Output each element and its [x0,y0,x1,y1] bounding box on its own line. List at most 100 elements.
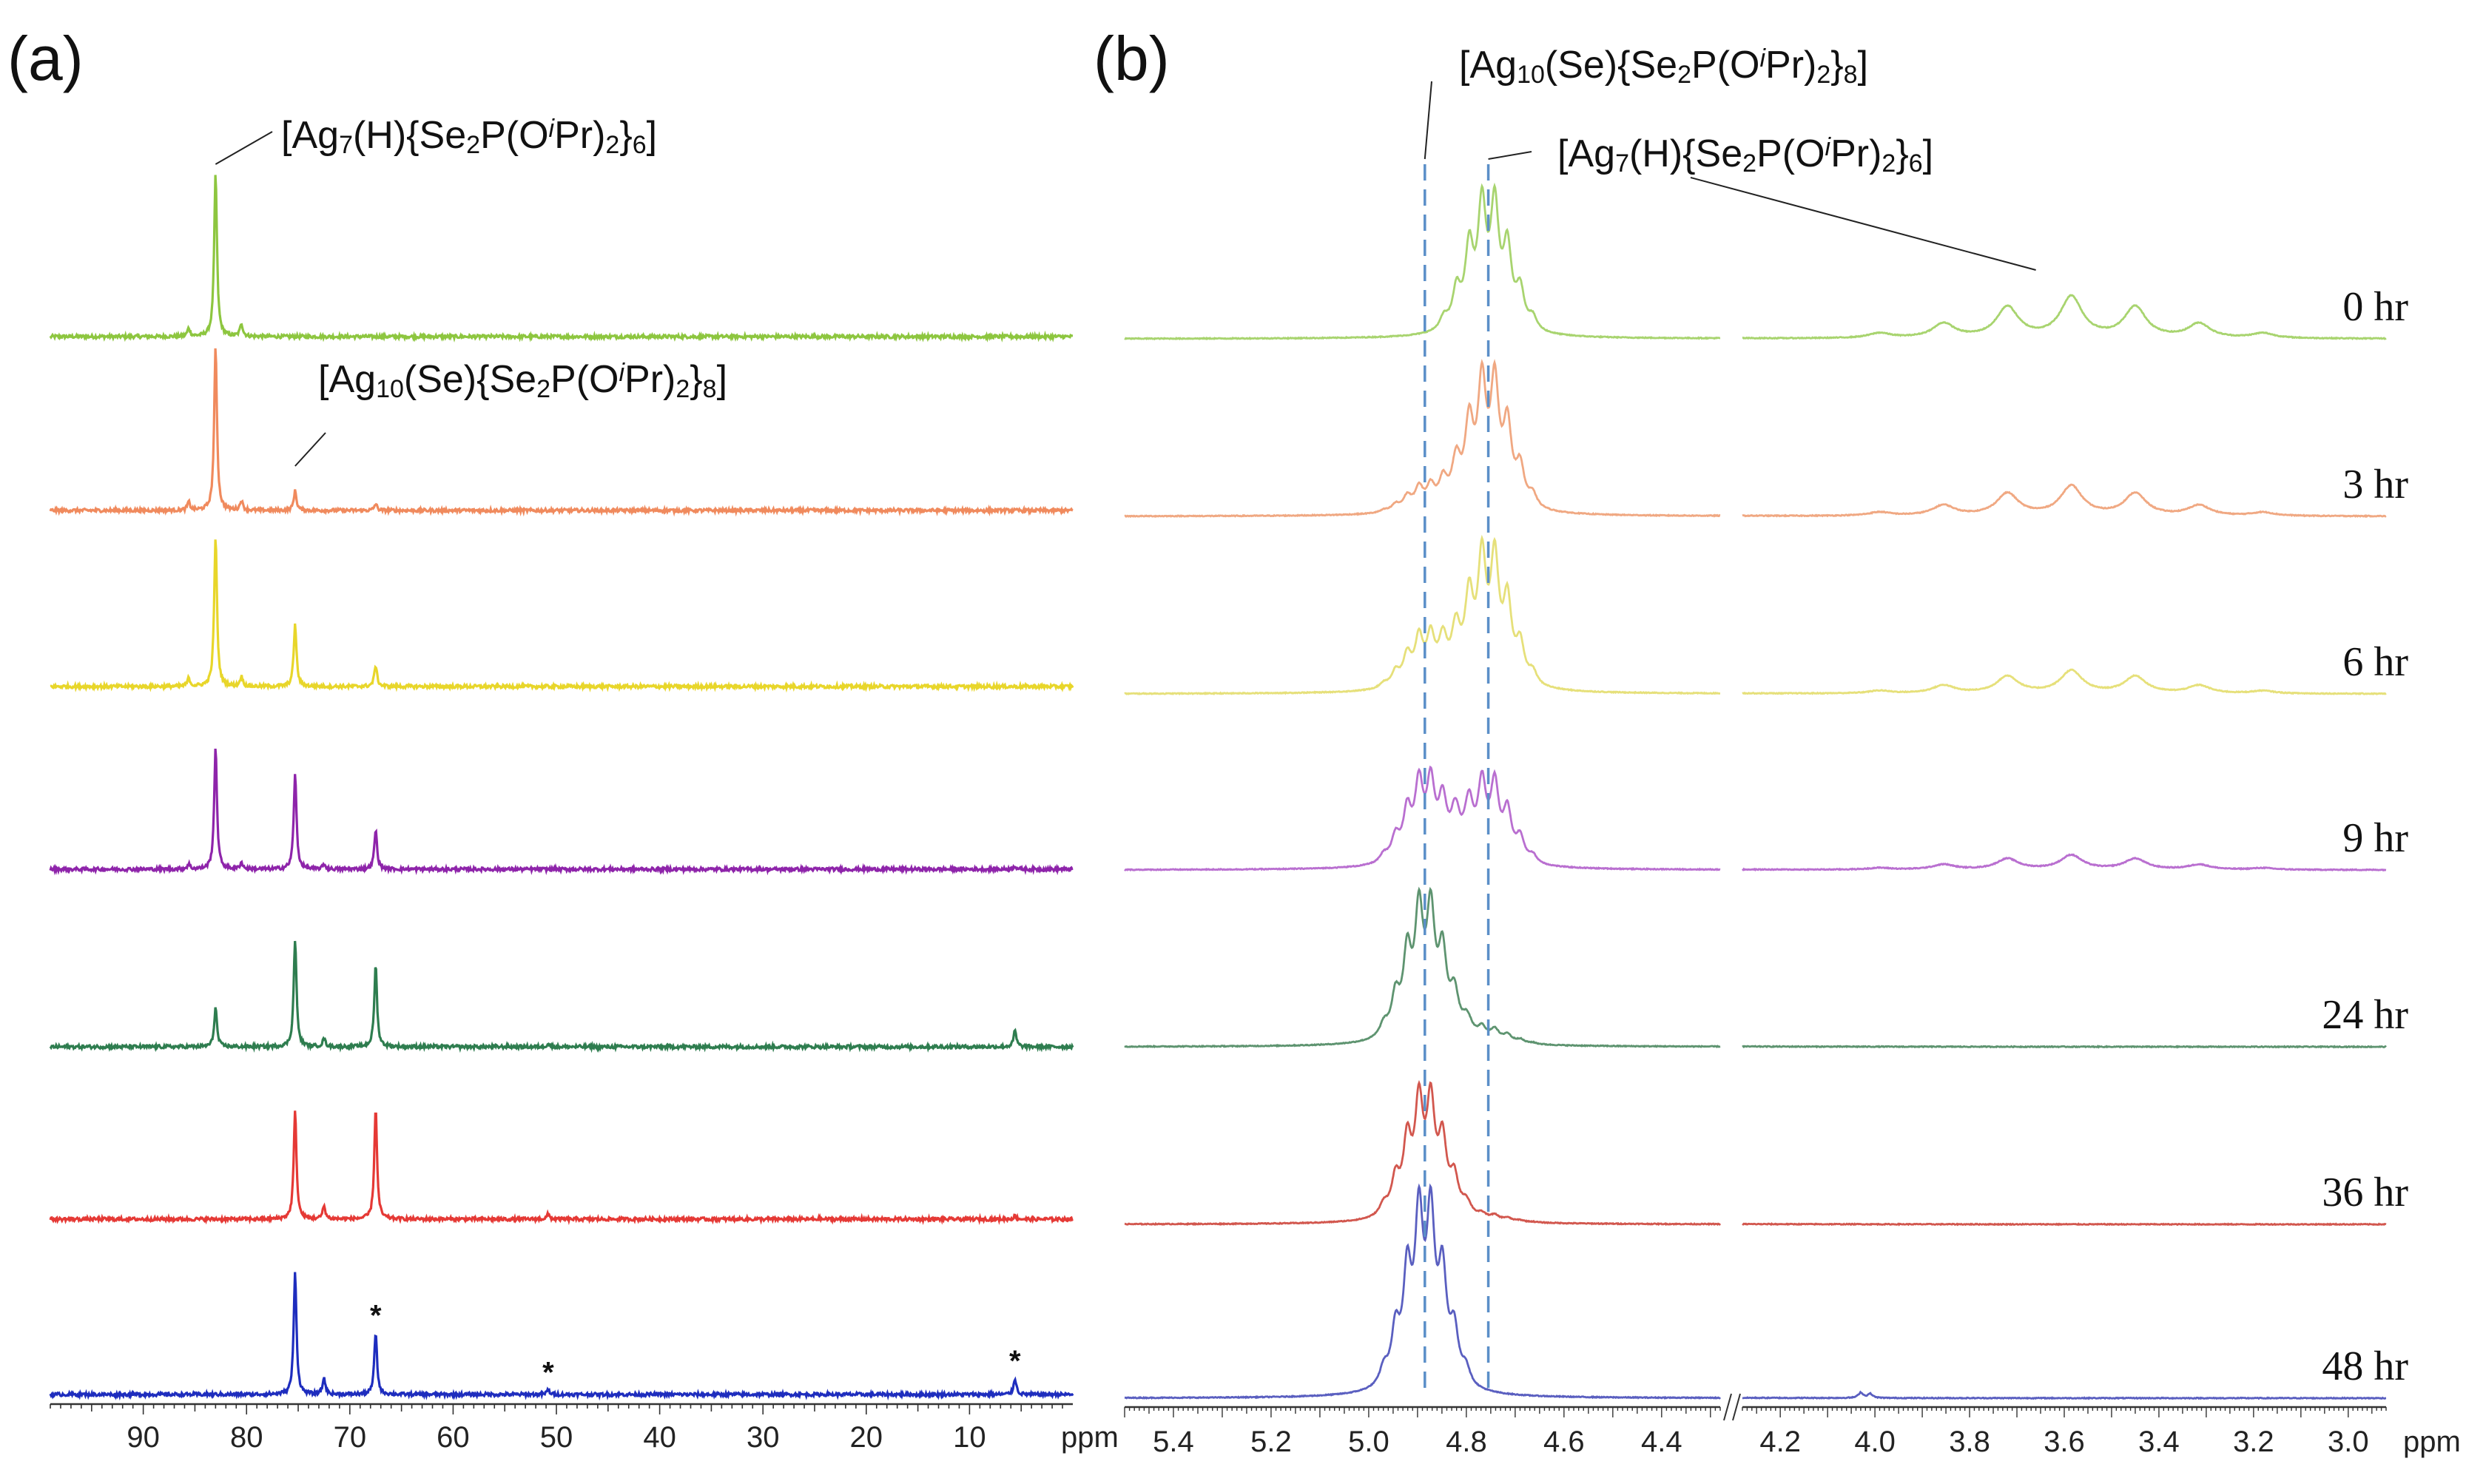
x-tick-label-b: 4.0 [1854,1426,1896,1458]
annotation-ag10-b-part: 2 [1677,61,1691,89]
x-tick-label-b: 3.2 [2233,1426,2274,1458]
annotation-ag7-b-part: ] [1923,132,1933,175]
spectrum-b-9-hr-seg2 [1742,853,2387,872]
annotation-ag10-b-part: ] [1858,44,1868,87]
leader-line-ag7-a [215,131,273,165]
x-tick-label-b: 4.4 [1641,1426,1682,1458]
annotation-ag7-a: [Ag7(H){Se2P(OiPr)2}6] [281,114,657,159]
spectrum-a-36-hr [49,1110,1074,1226]
time-label: 9 hr [2342,815,2408,861]
x-tick-label-b: 5.4 [1153,1426,1194,1458]
annotation-ag10-b-part: P(O [1691,44,1759,87]
annotation-ag7-b-part: Pr) [1830,132,1881,175]
annotation-ag10-a-part: } [690,358,702,401]
spectrum-a-6-hr [50,539,1074,693]
annotation-ag10-a-part: Pr) [624,358,676,401]
annotation-ag7-a-part: (H){Se [353,114,466,157]
impurity-asterisk: * [542,1356,554,1389]
x-tick-label-a: 50 [540,1421,573,1454]
annotation-ag10-b-part: 10 [1517,61,1545,89]
x-axis-unit-b: ppm [2403,1426,2461,1458]
x-tick-label-b: 3.0 [2328,1426,2369,1458]
spectrum-b-6-hr-seg2 [1742,668,2387,695]
annotation-ag10-a-part: [Ag [318,358,376,401]
spectrum-b-0-hr-seg1 [1124,182,1721,341]
annotation-ag7-b-part: } [1896,132,1908,175]
annotation-ag7-b-part: i [1825,133,1832,161]
annotation-ag7-a-part: Pr) [554,114,605,157]
annotation-ag10-b-part: } [1830,44,1843,87]
leader-line-ag7-hydride [1690,177,2036,271]
spectrum-b-48-hr-seg2 [1742,1390,2387,1400]
annotation-ag10-b-part: (Se){Se [1545,44,1677,87]
annotation-ag7-a-part: ] [647,114,657,157]
time-label: 48 hr [2322,1343,2408,1389]
annotation-ag10-a-part: 2 [676,375,690,403]
panel-a-label: (a) [7,24,84,93]
time-label: 3 hr [2342,462,2408,507]
spectrum-b-6-hr-seg1 [1124,534,1720,696]
annotation-ag7-b-part: [Ag [1557,132,1615,175]
annotation-ag10-a-part: P(O [550,358,619,401]
annotation-ag10-b: [Ag10(Se){Se2P(OiPr)2}8] [1459,44,1868,89]
annotation-ag10-b-part: [Ag [1459,44,1517,87]
x-tick-label-b: 3.8 [1949,1426,1990,1458]
panel-a-spectra: ** *90 80 70 60 50 40 30 20 10 ppm[Ag7(H){Se2P(OiP… [49,114,1119,1454]
time-label: 6 hr [2342,639,2408,685]
spectrum-b-0-hr-seg2 [1742,294,2387,340]
annotation-ag10-b-part: 8 [1844,61,1858,89]
x-tick-label-a: 30 [747,1421,780,1454]
annotation-ag10-a-part: i [619,359,625,387]
spectrum-a-24-hr [49,940,1074,1053]
spectrum-a-3-hr [49,348,1074,517]
panel-b-spectra: 0 hr 3 hr 6 hr 9 hr 24 hr 36 hr 48 hr 5.4 5.2 5.0… [1124,44,2461,1458]
spectrum-b-9-hr-seg1 [1124,765,1721,872]
leader-line-ag7-b [1488,151,1532,160]
axis-break-mark [1732,1393,1741,1421]
spectrum-a-9-hr [49,748,1074,876]
annotation-ag7-b: [Ag7(H){Se2P(OiPr)2}6] [1557,132,1933,178]
annotation-ag10-a-part: 8 [703,375,717,403]
x-tick-label-a: 60 [437,1421,470,1454]
spectrum-b-24-hr-seg1 [1124,886,1721,1049]
spectrum-b-3-hr-seg1 [1124,358,1721,519]
annotation-ag10-a-part: 10 [376,375,404,403]
spectrum-b-3-hr-seg2 [1742,483,2387,519]
annotation-ag7-a-part: } [619,114,632,157]
annotation-ag7-a-part: 6 [633,131,647,159]
impurity-asterisk: * [1009,1345,1021,1377]
panel-b-label: (b) [1094,24,1170,93]
annotation-ag7-a-part: 2 [466,131,480,159]
leader-line-ag10-a [294,432,326,467]
x-tick-label-b: 4.8 [1446,1426,1487,1458]
x-tick-label-a: 90 [127,1421,160,1454]
annotation-ag10-b-part: 2 [1816,61,1830,89]
annotation-ag7-b-part: (H){Se [1629,132,1742,175]
spectrum-a-0-hr [49,175,1073,343]
annotation-ag10-b-part: i [1759,44,1766,72]
x-tick-label-a: 10 [953,1421,986,1454]
leader-line-ag10-b [1424,81,1432,160]
spectrum-b-48-hr-seg1 [1124,1183,1722,1400]
annotation-ag10-a-part: 2 [536,375,550,403]
annotation-ag7-b-part: 6 [1909,149,1923,178]
x-tick-label-a: 20 [850,1421,883,1454]
impurity-asterisk: * [370,1299,382,1332]
x-tick-label-b: 5.2 [1250,1426,1292,1458]
x-tick-label-b: 4.6 [1543,1426,1585,1458]
annotation-ag7-b-part: P(O [1756,132,1825,175]
annotation-ag10-a: [Ag10(Se){Se2P(OiPr)2}8] [318,358,727,403]
spectrum-b-36-hr-seg1 [1124,1079,1722,1227]
x-tick-label-a: 40 [643,1421,676,1454]
annotation-ag7-a-part: 7 [339,131,353,159]
annotation-ag7-a-part: [Ag [281,114,339,157]
x-tick-label-b: 3.4 [2138,1426,2180,1458]
annotation-ag7-a-part: P(O [480,114,548,157]
axis-break-mark [1723,1393,1732,1421]
x-tick-label-b: 4.2 [1759,1426,1801,1458]
annotation-ag10-a-part: ] [717,358,727,401]
x-axis-unit-a: ppm [1061,1421,1119,1454]
annotation-ag7-b-part: 2 [1881,149,1896,178]
spectrum-a-48-hr [49,1272,1074,1401]
